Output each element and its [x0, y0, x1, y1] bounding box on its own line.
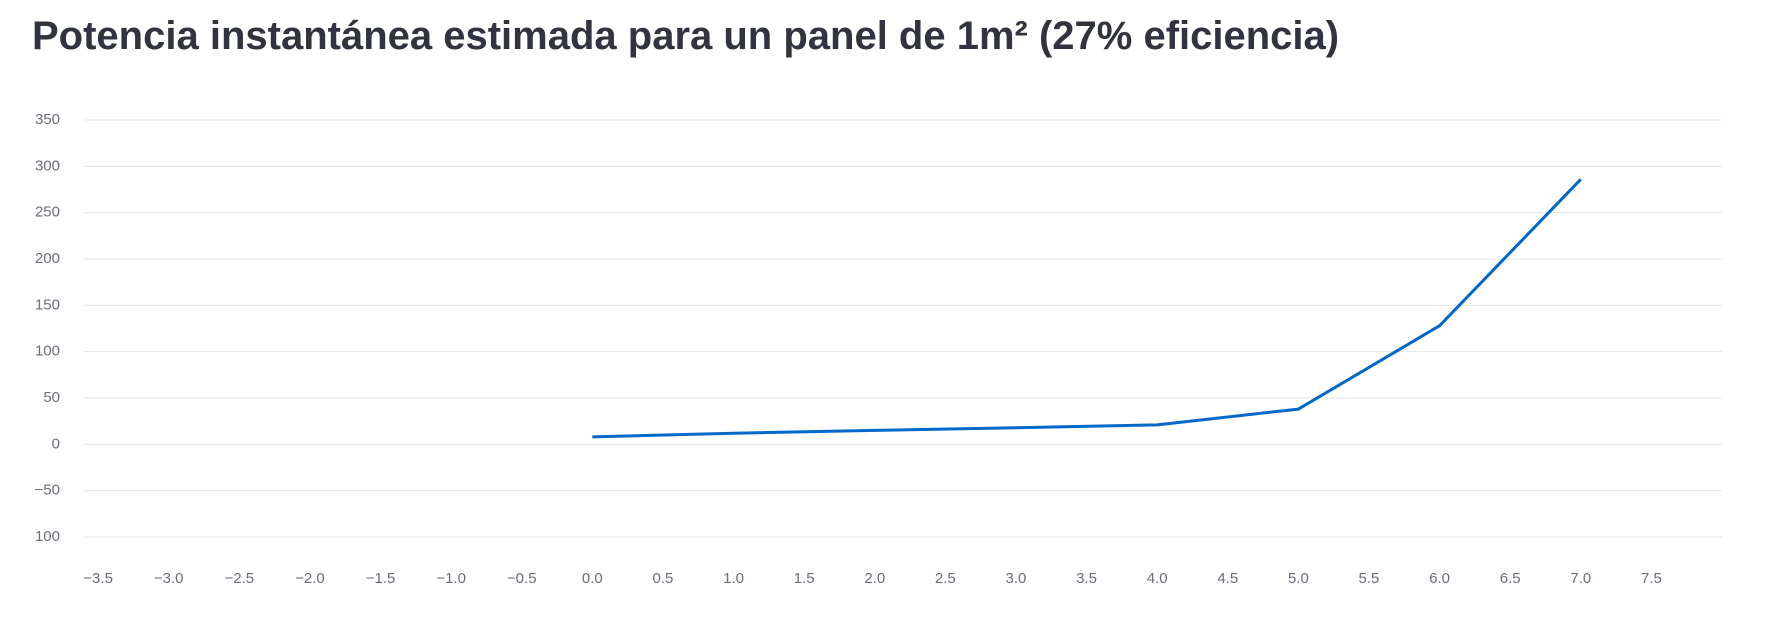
series-lines [592, 178, 1582, 439]
x-tick-label: 5.5 [1359, 570, 1380, 587]
y-tick-label: 100 [35, 343, 60, 360]
x-tick-label: 1.0 [723, 570, 744, 587]
gridlines [84, 119, 1722, 538]
y-tick-label: 250 [35, 204, 60, 221]
series-line [592, 178, 1582, 439]
y-tick-label: 100 [35, 528, 60, 545]
y-axis-ticks: 350 300 250 200 150 100 50 0 −50 100 [35, 111, 60, 545]
x-tick-label: −1.0 [436, 570, 466, 587]
chart-title: Potencia instantánea estimada para un pa… [32, 14, 1340, 58]
x-tick-label: 0.5 [653, 570, 674, 587]
y-tick-label: 300 [35, 157, 60, 174]
x-tick-label: 4.0 [1147, 570, 1168, 587]
x-tick-label: 1.5 [794, 570, 815, 587]
x-tick-label: 3.5 [1076, 570, 1097, 587]
x-tick-label: 4.5 [1217, 570, 1238, 587]
x-tick-label: 7.0 [1570, 570, 1591, 587]
x-tick-label: 0.0 [582, 570, 603, 587]
x-tick-label: −2.5 [225, 570, 255, 587]
x-axis-ticks: −3.5 −3.0 −2.5 −2.0 −1.5 −1.0 −0.5 0.0 0.5 1.0 1.5… [83, 570, 1662, 587]
x-tick-label: 2.0 [864, 570, 885, 587]
x-tick-label: 6.5 [1500, 570, 1521, 587]
x-tick-label: 7.5 [1641, 570, 1662, 587]
y-tick-label: 200 [35, 250, 60, 267]
y-tick-label: 0 [52, 435, 60, 452]
y-tick-label: 150 [35, 296, 60, 313]
x-tick-label: 5.0 [1288, 570, 1309, 587]
x-tick-label: −3.0 [154, 570, 184, 587]
x-tick-label: −0.5 [507, 570, 537, 587]
x-tick-label: 6.0 [1429, 570, 1450, 587]
y-tick-label: −50 [35, 482, 60, 499]
x-tick-label: 3.0 [1006, 570, 1027, 587]
x-tick-label: −3.5 [83, 570, 113, 587]
y-tick-label: 350 [35, 111, 60, 128]
x-tick-label: −2.0 [295, 570, 325, 587]
y-tick-label: 50 [43, 389, 60, 406]
x-tick-label: −1.5 [366, 570, 396, 587]
x-tick-label: 2.5 [935, 570, 956, 587]
